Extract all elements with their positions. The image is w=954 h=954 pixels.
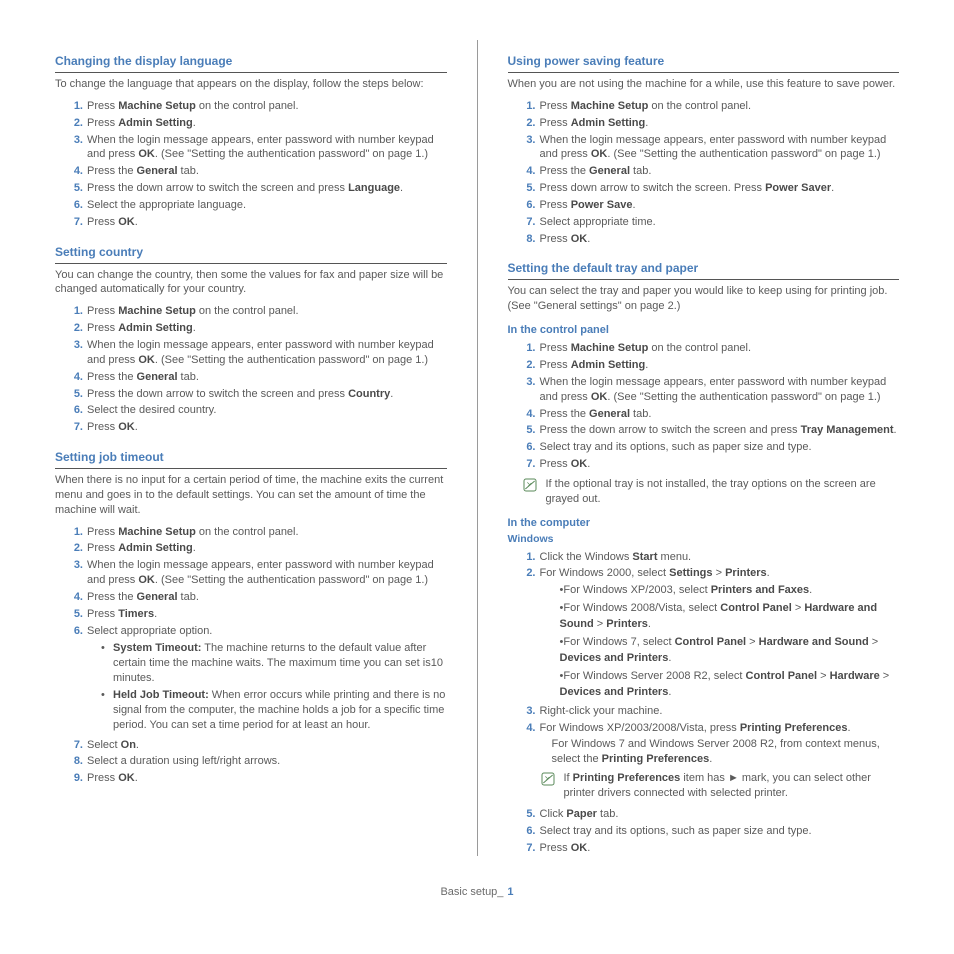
- intro-text: You can change the country, then some th…: [55, 268, 447, 298]
- steps-tray-panel: Press Machine Setup on the control panel…: [508, 340, 900, 473]
- step: Press the down arrow to switch the scree…: [73, 180, 447, 197]
- windows-sub-list: •For Windows XP/2003, select Printers an…: [540, 582, 900, 701]
- step: Select On.: [73, 737, 447, 754]
- intro-text: To change the language that appears on t…: [55, 77, 447, 92]
- inline-note: If Printing Preferences item has ► mark,…: [540, 771, 900, 801]
- step: Press OK.: [73, 770, 447, 787]
- step: When the login message appears, enter pa…: [73, 557, 447, 589]
- intro-text: When there is no input for a certain per…: [55, 473, 447, 518]
- step: Press the General tab.: [73, 369, 447, 386]
- footer-label: Basic setup_: [440, 886, 503, 898]
- page-footer: Basic setup_ 1: [55, 886, 899, 898]
- step: Select appropriate time.: [526, 214, 900, 231]
- step: Press the General tab.: [526, 406, 900, 423]
- steps-language: Press Machine Setup on the control panel…: [55, 98, 447, 231]
- right-column: Using power saving feature When you are …: [508, 40, 900, 856]
- step: Press Admin Setting.: [526, 357, 900, 374]
- note-tray: If the optional tray is not installed, t…: [522, 477, 900, 507]
- step: Press Machine Setup on the control panel…: [526, 340, 900, 357]
- step: Select the desired country.: [73, 402, 447, 419]
- step: Press Machine Setup on the control panel…: [526, 98, 900, 115]
- subheading-control-panel: In the control panel: [508, 324, 900, 336]
- step: Press the down arrow to switch the scree…: [73, 386, 447, 403]
- step: Press OK.: [526, 840, 900, 857]
- steps-power: Press Machine Setup on the control panel…: [508, 98, 900, 248]
- sub-bullet: Held Job Timeout: When error occurs whil…: [113, 687, 447, 734]
- step: Press Admin Setting.: [526, 115, 900, 132]
- step: When the login message appears, enter pa…: [526, 132, 900, 164]
- step: Press the General tab.: [73, 589, 447, 606]
- note-text: If the optional tray is not installed, t…: [546, 477, 900, 507]
- step: Press down arrow to switch the screen. P…: [526, 180, 900, 197]
- page-columns: Changing the display language To change …: [55, 40, 899, 856]
- step: Press OK.: [526, 456, 900, 473]
- steps-country: Press Machine Setup on the control panel…: [55, 303, 447, 436]
- step: Press OK.: [73, 214, 447, 231]
- step: For Windows 2000, select Settings > Prin…: [526, 565, 900, 702]
- note-icon: [522, 477, 538, 493]
- section-title-tray: Setting the default tray and paper: [508, 261, 900, 280]
- step: Click Paper tab.: [526, 806, 900, 823]
- step: Press Power Save.: [526, 197, 900, 214]
- step: For Windows XP/2003/2008/Vista, press Pr…: [526, 720, 900, 806]
- step: Select tray and its options, such as pap…: [526, 823, 900, 840]
- subheading-windows: Windows: [508, 533, 900, 545]
- step: Select tray and its options, such as pap…: [526, 439, 900, 456]
- section-title-power: Using power saving feature: [508, 54, 900, 73]
- step: Select appropriate option.System Timeout…: [73, 623, 447, 737]
- step: Press Machine Setup on the control panel…: [73, 524, 447, 541]
- step: Press the General tab.: [526, 163, 900, 180]
- steps-tray-computer: Click the Windows Start menu.For Windows…: [508, 549, 900, 857]
- intro-text: When you are not using the machine for a…: [508, 77, 900, 92]
- left-column: Changing the display language To change …: [55, 40, 447, 856]
- step: Press the General tab.: [73, 163, 447, 180]
- step: Press Machine Setup on the control panel…: [73, 303, 447, 320]
- column-divider: [477, 40, 478, 856]
- step: Press the down arrow to switch the scree…: [526, 422, 900, 439]
- section-title-language: Changing the display language: [55, 54, 447, 73]
- step: Select a duration using left/right arrow…: [73, 753, 447, 770]
- subheading-computer: In the computer: [508, 517, 900, 529]
- sub-bullet: System Timeout: The machine returns to t…: [113, 640, 447, 687]
- intro-text: You can select the tray and paper you wo…: [508, 284, 900, 314]
- step: Press OK.: [73, 419, 447, 436]
- step: Press Machine Setup on the control panel…: [73, 98, 447, 115]
- step: When the login message appears, enter pa…: [526, 374, 900, 406]
- section-title-timeout: Setting job timeout: [55, 450, 447, 469]
- step: Click the Windows Start menu.: [526, 549, 900, 566]
- section-title-country: Setting country: [55, 245, 447, 264]
- step: Right-click your machine.: [526, 703, 900, 720]
- step: Press Admin Setting.: [73, 115, 447, 132]
- step: When the login message appears, enter pa…: [73, 337, 447, 369]
- step: Press OK.: [526, 231, 900, 248]
- step: Press Admin Setting.: [73, 320, 447, 337]
- steps-timeout: Press Machine Setup on the control panel…: [55, 524, 447, 788]
- step: Select the appropriate language.: [73, 197, 447, 214]
- step: When the login message appears, enter pa…: [73, 132, 447, 164]
- step: Press Admin Setting.: [73, 540, 447, 557]
- footer-page: 1: [507, 886, 513, 898]
- step: Press Timers.: [73, 606, 447, 623]
